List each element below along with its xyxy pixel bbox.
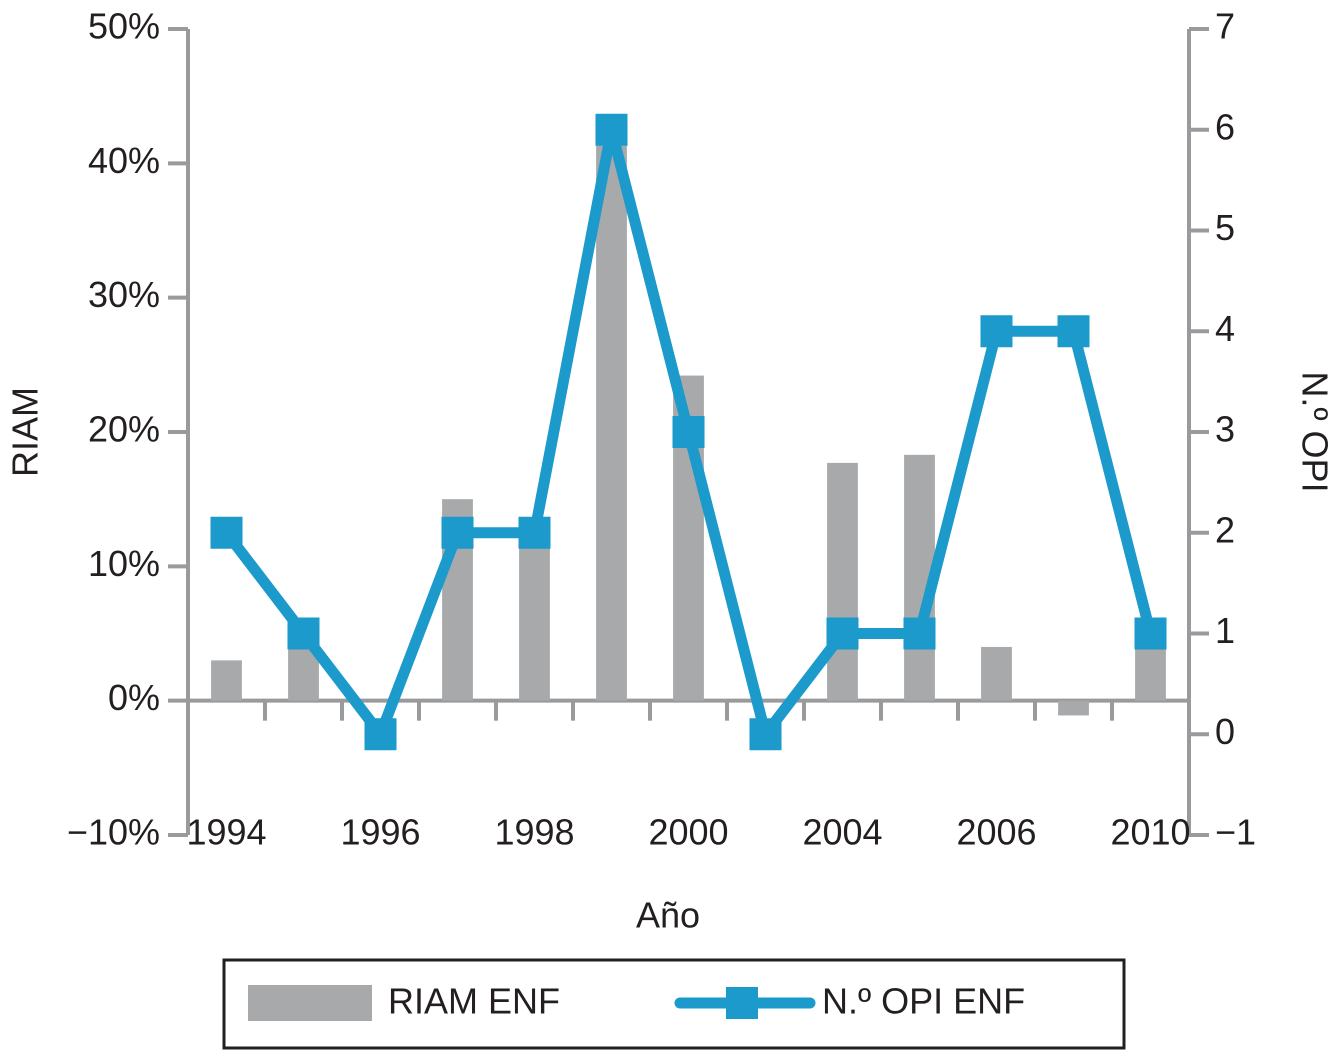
x-tick-label: 2004 xyxy=(802,812,882,853)
bar xyxy=(596,136,627,701)
y2-tick-label: 5 xyxy=(1215,207,1235,248)
marker xyxy=(441,516,474,549)
y-tick-label: −10% xyxy=(67,812,160,853)
bar xyxy=(827,462,858,701)
legend-box xyxy=(222,958,1126,1050)
marker xyxy=(518,516,551,549)
x-tick-label: 1996 xyxy=(340,812,420,853)
marker xyxy=(210,516,243,549)
y2-axis-title: N.º OPI xyxy=(1294,371,1335,492)
bar xyxy=(211,660,242,701)
y2-tick-label: 3 xyxy=(1215,409,1235,450)
x-tick-label: 2006 xyxy=(956,812,1036,853)
y2-tick-label: 4 xyxy=(1215,308,1235,349)
y2-tick-label: 2 xyxy=(1215,509,1235,550)
x-tick-label: 1998 xyxy=(494,812,574,853)
x-tick-label: 1994 xyxy=(186,812,266,853)
legend-swatch xyxy=(248,985,372,1021)
marker xyxy=(1057,315,1090,348)
bar xyxy=(519,539,550,701)
y2-tick-label: 7 xyxy=(1215,6,1235,47)
legend-label: N.º OPI ENF xyxy=(822,981,1025,1022)
y-tick-label: 30% xyxy=(88,274,160,315)
bar xyxy=(1135,646,1166,701)
marker xyxy=(595,113,628,146)
y2-tick-label: 0 xyxy=(1215,711,1235,752)
legend-label: RIAM ENF xyxy=(388,981,560,1022)
y2-tick-label: 6 xyxy=(1215,106,1235,147)
y-tick-label: 50% xyxy=(88,6,160,47)
x-axis-title: Año xyxy=(636,895,700,936)
y2-tick-label: 1 xyxy=(1215,610,1235,651)
y-tick-label: 10% xyxy=(88,543,160,584)
marker xyxy=(1134,617,1167,650)
legend-marker xyxy=(726,987,758,1019)
marker xyxy=(672,416,705,448)
y-tick-label: 0% xyxy=(108,677,160,718)
marker xyxy=(749,718,782,751)
y-tick-label: 40% xyxy=(88,140,160,181)
bar xyxy=(1058,700,1089,716)
x-tick-label: 2010 xyxy=(1110,812,1190,853)
marker xyxy=(980,315,1013,348)
y-axis-title: RIAM xyxy=(5,387,46,477)
bar xyxy=(981,646,1012,701)
y-tick-label: 20% xyxy=(88,409,160,450)
marker xyxy=(903,617,936,650)
marker xyxy=(826,617,859,650)
x-tick-label: 2000 xyxy=(648,812,728,853)
marker xyxy=(287,617,320,650)
y2-tick-label: −1 xyxy=(1215,812,1256,853)
marker xyxy=(364,718,397,751)
